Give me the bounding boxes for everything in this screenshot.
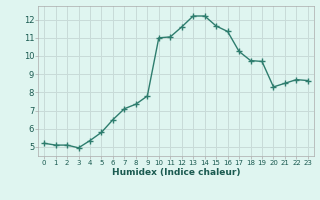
- X-axis label: Humidex (Indice chaleur): Humidex (Indice chaleur): [112, 168, 240, 177]
